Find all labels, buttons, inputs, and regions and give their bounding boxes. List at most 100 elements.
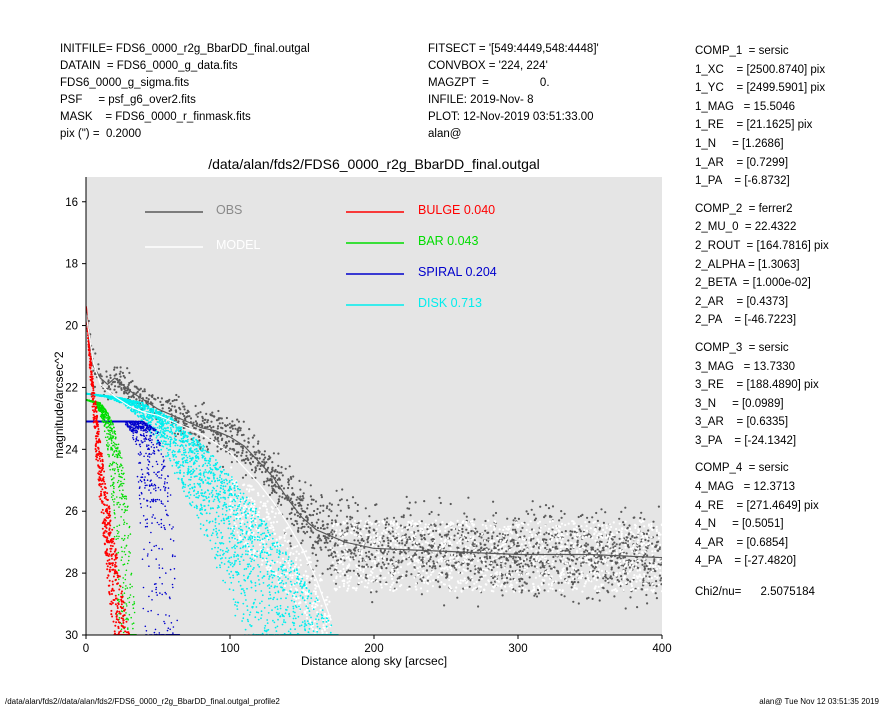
obs-point [543,589,546,592]
model-point [645,544,648,547]
obs-point [511,523,515,526]
model-point [597,568,601,571]
obs-point [139,387,142,390]
disk-series-point [219,554,222,557]
obs-point [533,565,536,568]
model-point [401,576,404,580]
model-point [338,540,341,543]
obs-point [598,527,602,530]
model-point [655,525,658,529]
model-point [371,567,374,571]
disk-series-point [245,567,248,570]
obs-point [626,578,629,581]
obs-point [297,526,300,530]
model-point [341,579,344,583]
model-point [345,519,348,522]
model-point [534,576,538,579]
component-header: COMP_2 = ferrer2 [695,202,793,215]
obs-point [151,394,154,397]
obs-point [237,451,240,454]
obs-point [263,483,266,486]
model-point [631,550,634,553]
obs-point [658,547,661,551]
obs-point [569,530,572,533]
obs-point [361,565,364,568]
obs-point [505,550,508,553]
model-point [617,584,621,587]
model-point [362,568,365,571]
model-point [594,585,597,588]
model-point [625,562,628,565]
obs-point [371,553,374,557]
model-point [642,582,645,585]
model-point [578,544,581,548]
disk-series-point [244,545,247,548]
obs-point [244,474,247,477]
header-mid-line: INFILE: 2019-Nov- 8 [428,94,534,106]
header-left-line: pix (") = 0.2000 [60,128,142,140]
header-mid-line: FITSECT = '[549:4449,548:4448]' [428,43,599,55]
obs-point [547,507,551,510]
model-point [659,543,662,546]
model-point [510,532,514,535]
obs-point [170,409,173,412]
obs-point [490,581,493,584]
obs-point [275,474,278,477]
model-point [441,521,444,524]
obs-point [113,374,116,377]
obs-point [128,381,131,385]
obs-point [568,550,571,554]
model-point [376,575,379,578]
model-point [230,509,233,512]
model-point [561,568,564,571]
model-point [581,563,584,566]
obs-point [569,547,572,551]
obs-point [582,561,585,564]
model-point [449,560,452,563]
model-point [562,573,565,576]
disk-series-point [186,456,189,459]
model-point [566,542,569,545]
obs-point [277,464,280,467]
model-point [448,589,452,593]
obs-point [411,543,414,546]
model-point [576,549,579,552]
obs-point [295,498,298,501]
obs-point [188,415,191,418]
obs-point [436,554,439,557]
obs-point [253,451,256,454]
obs-point [596,519,600,523]
model-point [547,530,550,533]
model-point [276,520,279,524]
model-point [559,549,562,552]
model-point [257,510,260,514]
obs-point [556,547,559,550]
obs-point [594,550,597,553]
obs-point [646,571,649,574]
obs-point [491,535,494,538]
obs-point [565,567,569,570]
obs-point [445,523,448,526]
disk-series-point [233,485,236,487]
model-point [366,586,369,589]
obs-point [490,568,493,572]
model-point [230,490,233,493]
obs-point [324,535,327,538]
model-point [601,536,604,539]
model-point [379,535,382,539]
obs-point [583,550,586,553]
model-point [359,567,362,570]
obs-point [473,539,476,542]
obs-point [381,561,384,564]
model-point [275,571,278,574]
model-point [346,589,349,592]
disk-series-point [259,539,261,542]
obs-point [175,419,178,422]
model-point [637,587,640,590]
obs-point [599,557,602,561]
disk-series-point [195,493,198,495]
model-point [241,513,244,516]
disk-series-point [155,423,158,426]
model-point [474,586,477,589]
obs-point [604,579,607,582]
